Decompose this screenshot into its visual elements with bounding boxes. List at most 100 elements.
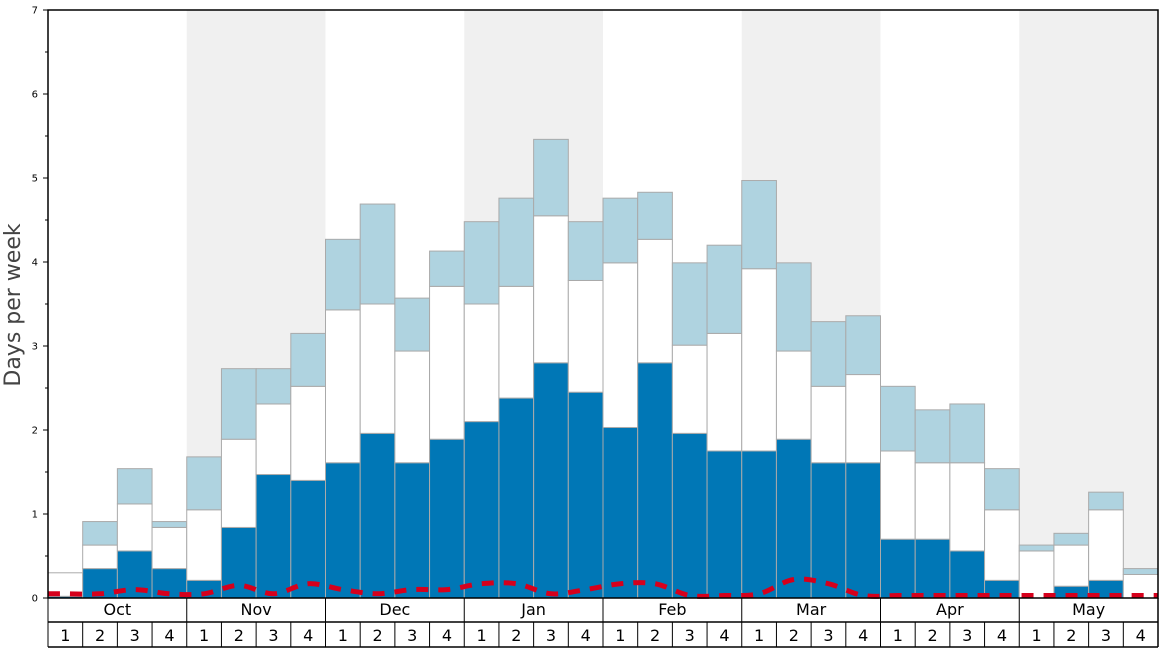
week-label: 4 bbox=[442, 626, 452, 645]
week-label: 2 bbox=[234, 626, 244, 645]
week-label: 4 bbox=[858, 626, 868, 645]
bar-middle-segment bbox=[1053, 544, 1090, 587]
y-tick-label: 0 bbox=[32, 594, 38, 605]
week-label: 1 bbox=[1032, 626, 1042, 645]
bar-dark-segment bbox=[359, 432, 396, 599]
week-label: 2 bbox=[650, 626, 660, 645]
bar-middle-segment bbox=[429, 285, 465, 440]
week-label: 3 bbox=[685, 626, 695, 645]
bar-light-segment bbox=[429, 250, 465, 287]
bars bbox=[47, 138, 1159, 599]
bar-light-segment bbox=[914, 409, 951, 464]
bar-middle-segment bbox=[394, 350, 431, 464]
week-label: 2 bbox=[511, 626, 521, 645]
bar-middle-segment bbox=[359, 303, 396, 434]
bar-dark-segment bbox=[463, 421, 500, 599]
bar-middle-segment bbox=[255, 403, 292, 476]
bar-dark-segment bbox=[671, 432, 708, 599]
bar-dark-segment bbox=[775, 438, 812, 599]
bar-light-segment bbox=[325, 238, 361, 311]
bar-middle-segment bbox=[1018, 550, 1055, 599]
bar-middle-segment bbox=[706, 332, 743, 452]
bar-light-segment bbox=[845, 315, 881, 376]
bar-light-segment bbox=[151, 521, 188, 528]
y-tick-label: 1 bbox=[32, 510, 38, 521]
bar-light-segment bbox=[1088, 491, 1124, 511]
week-label: 4 bbox=[581, 626, 591, 645]
bar-middle-segment bbox=[637, 238, 673, 364]
week-label: 3 bbox=[546, 626, 556, 645]
week-label: 3 bbox=[407, 626, 417, 645]
bar-light-segment bbox=[1053, 532, 1090, 546]
bar-dark-segment bbox=[845, 462, 881, 599]
bar-light-segment bbox=[984, 468, 1020, 511]
bar-middle-segment bbox=[463, 303, 500, 423]
bar-light-segment bbox=[82, 521, 118, 546]
bar-light-segment bbox=[1122, 568, 1159, 575]
week-label: 4 bbox=[719, 626, 729, 645]
y-tick-label: 4 bbox=[32, 258, 38, 269]
bar-light-segment bbox=[1018, 544, 1055, 552]
bar-middle-segment bbox=[880, 450, 916, 540]
bar-light-segment bbox=[671, 262, 708, 346]
bar-light-segment bbox=[706, 244, 743, 334]
bar-light-segment bbox=[880, 385, 916, 452]
week-label: 3 bbox=[823, 626, 833, 645]
bar-light-segment bbox=[394, 297, 431, 352]
bar-middle-segment bbox=[325, 309, 361, 464]
bar-dark-segment bbox=[880, 538, 916, 599]
bar-light-segment bbox=[741, 180, 777, 270]
bar-middle-segment bbox=[775, 350, 812, 440]
bar-middle-segment bbox=[567, 279, 604, 393]
bar-light-segment bbox=[498, 197, 535, 287]
month-label-may: May bbox=[1072, 600, 1105, 619]
bar-light-segment bbox=[290, 332, 326, 387]
bar-dark-segment bbox=[255, 474, 292, 599]
bar-dark-segment bbox=[394, 462, 431, 599]
y-axis: 0 1 2 3 4 5 6 7 bbox=[32, 6, 48, 605]
bar-middle-segment bbox=[671, 344, 708, 434]
bar-dark-segment bbox=[914, 538, 951, 599]
bar-middle-segment bbox=[82, 544, 118, 570]
week-label: 1 bbox=[615, 626, 625, 645]
x-axis: Oct Nov Dec Jan Feb Mar Apr May 1 2 3 4 1 2 3 4 1 2 3 4 1 2 3 4… bbox=[47, 598, 1159, 648]
bar-middle-segment bbox=[533, 215, 569, 364]
bar-light-segment bbox=[116, 468, 153, 505]
week-label: 1 bbox=[893, 626, 903, 645]
month-label-dec: Dec bbox=[379, 600, 410, 619]
month-label-feb: Feb bbox=[658, 600, 686, 619]
bar-dark-segment bbox=[949, 550, 986, 599]
bar-middle-segment bbox=[602, 262, 639, 428]
week-label: 4 bbox=[997, 626, 1007, 645]
bar-light-segment bbox=[775, 262, 812, 352]
bar-light-segment bbox=[810, 321, 847, 387]
bar-light-segment bbox=[949, 403, 986, 464]
bar-dark-segment bbox=[706, 450, 743, 599]
bar-middle-segment bbox=[845, 374, 881, 464]
line-series-path bbox=[48, 576, 1158, 599]
bar-light-segment bbox=[602, 197, 639, 264]
y-axis-label: Days per week bbox=[1, 223, 26, 386]
bar-dark-segment bbox=[567, 391, 604, 599]
line-series bbox=[48, 576, 1158, 599]
bar-light-segment bbox=[567, 221, 604, 281]
week-label: 4 bbox=[303, 626, 313, 645]
y-tick-label: 2 bbox=[32, 426, 38, 437]
week-label: 3 bbox=[268, 626, 278, 645]
bar-dark-segment bbox=[533, 362, 569, 599]
bar-middle-segment bbox=[220, 438, 257, 528]
bar-light-segment bbox=[220, 368, 257, 440]
bar-light-segment bbox=[186, 456, 222, 511]
bar-middle-segment bbox=[498, 285, 535, 399]
week-label: 3 bbox=[1101, 626, 1111, 645]
bar-dark-segment bbox=[602, 426, 639, 599]
bar-light-segment bbox=[359, 203, 396, 305]
bar-middle-segment bbox=[984, 509, 1020, 581]
bar-light-segment bbox=[533, 138, 569, 217]
bar-dark-segment bbox=[290, 479, 326, 599]
bar-light-segment bbox=[637, 191, 673, 240]
week-label: 1 bbox=[477, 626, 487, 645]
bar-middle-segment bbox=[1088, 509, 1124, 581]
bar-dark-segment bbox=[429, 438, 465, 599]
